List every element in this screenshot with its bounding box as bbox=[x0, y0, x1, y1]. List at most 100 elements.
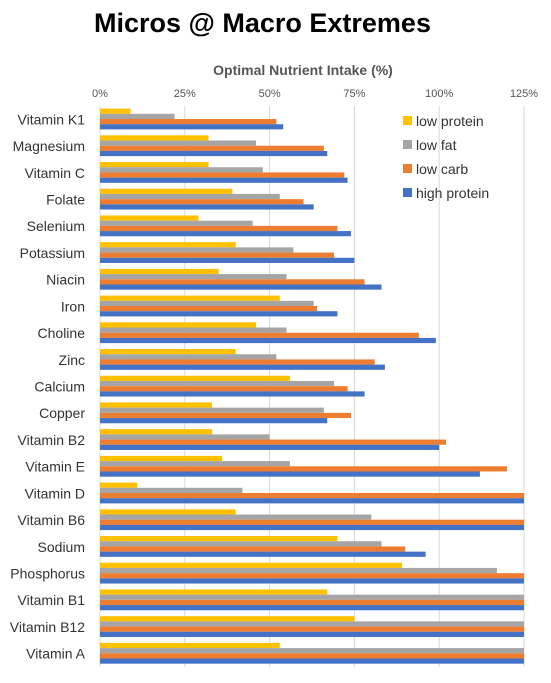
bar-low-fat bbox=[100, 274, 287, 280]
bar-low-protein bbox=[100, 135, 209, 141]
bar-low-carb bbox=[100, 306, 318, 312]
bar-low-carb bbox=[100, 439, 446, 445]
bar-low-protein bbox=[100, 242, 236, 248]
bar-low-carb bbox=[100, 145, 324, 151]
bar-high-protein bbox=[100, 177, 348, 183]
bar-high-protein bbox=[100, 471, 480, 477]
bar-low-protein bbox=[100, 375, 290, 381]
legend-label: low carb bbox=[416, 161, 468, 177]
chart-title: Micros @ Macro Extremes bbox=[94, 8, 431, 38]
x-tick-label: 75% bbox=[343, 88, 365, 100]
bar-low-carb bbox=[100, 653, 524, 659]
legend-label: high protein bbox=[416, 185, 489, 201]
bar-low-fat bbox=[100, 487, 243, 493]
category-label: Iron bbox=[61, 298, 85, 314]
bar-high-protein bbox=[100, 658, 524, 664]
category-label: Calcium bbox=[34, 379, 85, 395]
bar-high-protein bbox=[100, 605, 524, 611]
bar-low-protein bbox=[100, 402, 212, 408]
bar-low-fat bbox=[100, 193, 280, 200]
bar-low-fat bbox=[100, 594, 524, 600]
bar-low-fat bbox=[100, 380, 335, 387]
bar-low-carb bbox=[100, 332, 419, 338]
x-tick-label: 25% bbox=[174, 88, 196, 100]
bar-low-fat bbox=[100, 247, 294, 253]
category-label: Vitamin B12 bbox=[10, 619, 85, 635]
bar-low-protein bbox=[100, 616, 355, 622]
bar-high-protein bbox=[100, 631, 524, 637]
x-tick-label: 50% bbox=[259, 88, 281, 100]
x-tick-label: 125% bbox=[510, 88, 538, 100]
category-label: Vitamin B1 bbox=[18, 592, 86, 608]
bar-low-fat bbox=[100, 461, 290, 467]
bar-low-carb bbox=[100, 199, 304, 205]
legend-swatch bbox=[403, 116, 412, 125]
bar-high-protein bbox=[100, 524, 524, 531]
category-label: Selenium bbox=[27, 218, 85, 234]
bar-high-protein bbox=[100, 204, 314, 210]
bar-high-protein bbox=[100, 257, 355, 263]
bar-low-fat bbox=[100, 434, 270, 440]
bar-low-carb bbox=[100, 493, 524, 499]
bar-low-carb bbox=[100, 119, 277, 125]
bar-high-protein bbox=[100, 498, 524, 504]
x-tick-label: 0% bbox=[92, 88, 108, 100]
bar-low-carb bbox=[100, 599, 524, 606]
bar-high-protein bbox=[100, 391, 365, 397]
legend-swatch bbox=[403, 188, 412, 197]
bar-low-fat bbox=[100, 167, 263, 173]
bar-high-protein bbox=[100, 418, 328, 424]
category-label: Potassium bbox=[20, 245, 85, 261]
category-label: Copper bbox=[39, 405, 85, 421]
bar-high-protein bbox=[100, 578, 524, 584]
legend-label: low fat bbox=[416, 137, 457, 153]
bar-low-carb bbox=[100, 626, 524, 632]
category-label: Sodium bbox=[38, 539, 85, 555]
bar-low-carb bbox=[100, 252, 335, 258]
bar-low-protein bbox=[100, 322, 257, 328]
bar-low-protein bbox=[100, 215, 199, 221]
category-labels: Vitamin K1 Magnesium Vitamin C Folate Seleni… bbox=[10, 111, 86, 661]
bar-high-protein bbox=[100, 124, 284, 130]
bar-low-carb bbox=[100, 225, 338, 232]
bar-low-carb bbox=[100, 519, 524, 525]
bar-low-protein bbox=[100, 536, 338, 542]
bar-high-protein bbox=[100, 444, 440, 450]
category-label: Vitamin B2 bbox=[18, 432, 86, 448]
bar-low-carb bbox=[100, 386, 348, 392]
bar-low-carb bbox=[100, 466, 508, 472]
category-label: Niacin bbox=[46, 272, 85, 288]
bar-low-protein bbox=[100, 295, 280, 301]
category-label: Vitamin A bbox=[26, 646, 86, 662]
category-label: Vitamin D bbox=[25, 485, 85, 501]
bar-low-protein bbox=[100, 162, 209, 168]
bar-low-fat bbox=[100, 300, 314, 306]
bar-high-protein bbox=[100, 311, 338, 317]
bar-low-protein bbox=[100, 268, 219, 275]
x-tick-labels: 0% 25% 50% 75% 100% 125% bbox=[92, 88, 538, 100]
category-label: Vitamin C bbox=[25, 165, 85, 181]
bar-series bbox=[100, 108, 524, 664]
bar-low-carb bbox=[100, 412, 352, 419]
bar-high-protein bbox=[100, 284, 382, 290]
bar-low-carb bbox=[100, 279, 365, 285]
category-label: Vitamin E bbox=[25, 459, 85, 475]
bar-low-protein bbox=[100, 589, 328, 595]
bar-low-carb bbox=[100, 359, 375, 365]
bar-low-protein bbox=[100, 482, 138, 488]
bar-low-protein bbox=[100, 642, 280, 649]
bar-low-fat bbox=[100, 541, 382, 547]
bar-low-protein bbox=[100, 509, 236, 515]
category-label: Vitamin K1 bbox=[18, 111, 86, 127]
bar-low-carb bbox=[100, 546, 406, 552]
bar-low-fat bbox=[100, 220, 253, 226]
bar-low-carb bbox=[100, 172, 345, 178]
bar-low-fat bbox=[100, 567, 497, 574]
bar-low-protein bbox=[100, 455, 223, 462]
bar-high-protein bbox=[100, 231, 352, 237]
legend-swatch bbox=[403, 164, 412, 173]
bar-low-fat bbox=[100, 140, 257, 146]
x-axis-title: Optimal Nutrient Intake (%) bbox=[213, 62, 393, 78]
bar-low-protein bbox=[100, 108, 131, 114]
